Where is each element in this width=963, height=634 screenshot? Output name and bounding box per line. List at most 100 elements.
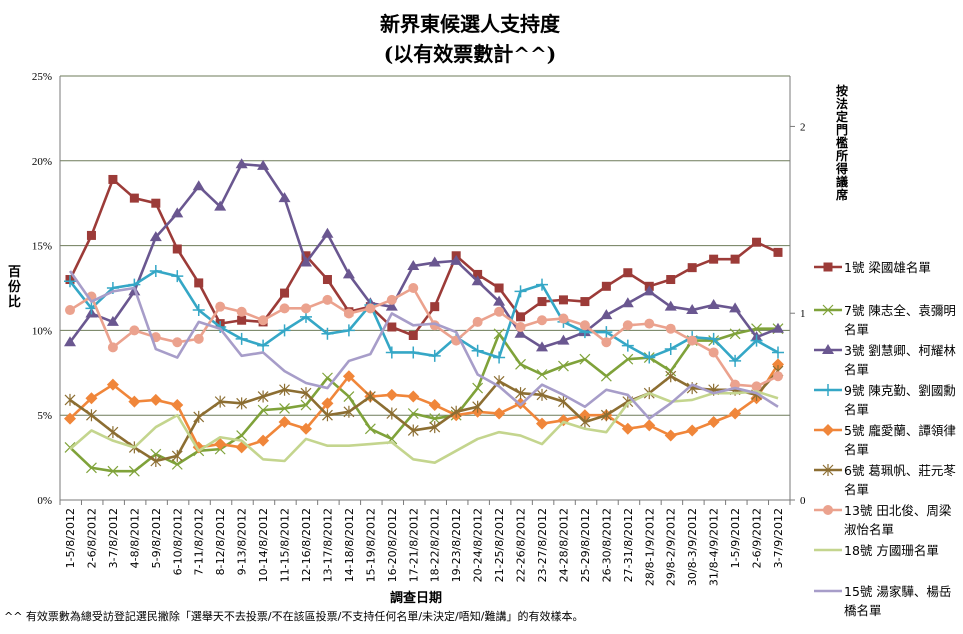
marker-star bbox=[600, 409, 612, 422]
legend-swatch bbox=[814, 505, 842, 515]
marker-x bbox=[600, 370, 612, 382]
marker-star bbox=[279, 383, 290, 396]
marker-triangle bbox=[772, 322, 784, 333]
x-tick-label: 10-14/8/2012 bbox=[257, 508, 270, 582]
legend-item: 13號 田北俊、周梁淑怡名單 bbox=[812, 501, 962, 539]
marker-x bbox=[515, 358, 526, 370]
marker-star bbox=[257, 390, 269, 403]
marker-square bbox=[129, 193, 139, 203]
marker-circle bbox=[172, 337, 183, 348]
series-line bbox=[68, 162, 779, 349]
legend-label: 3號 劉慧卿、柯耀林名單 bbox=[844, 343, 956, 377]
marker-square bbox=[301, 251, 311, 261]
legend-swatch bbox=[814, 548, 842, 552]
marker-star bbox=[322, 409, 333, 422]
marker-triangle bbox=[192, 180, 205, 191]
marker-star bbox=[364, 390, 376, 403]
marker-triangle bbox=[106, 315, 119, 326]
marker-diamond bbox=[643, 419, 656, 432]
marker-circle bbox=[730, 379, 741, 390]
legend-item: 1號 梁國雄名單 bbox=[812, 258, 962, 277]
series-8 bbox=[69, 390, 779, 464]
marker-plus bbox=[192, 304, 205, 317]
x-tick-label: 6-10/8/2012 bbox=[171, 508, 184, 575]
series-1 bbox=[65, 174, 783, 340]
marker-diamond bbox=[149, 393, 162, 406]
marker-triangle bbox=[664, 300, 677, 311]
chart-title: 新界東候選人支持度 bbox=[380, 12, 560, 36]
marker-star bbox=[665, 370, 677, 383]
marker-circle bbox=[601, 337, 612, 348]
marker-plus bbox=[171, 270, 184, 283]
marker-triangle bbox=[822, 344, 834, 354]
marker-square bbox=[151, 198, 161, 208]
series-5 bbox=[64, 358, 784, 454]
marker-square bbox=[730, 254, 740, 264]
marker-plus bbox=[321, 327, 334, 340]
marker-diamond bbox=[686, 424, 699, 437]
marker-square bbox=[601, 281, 611, 291]
legend-label: 13號 田北俊、周梁淑怡名單 bbox=[844, 503, 952, 537]
marker-triangle bbox=[300, 256, 312, 267]
x-tick-label: 7-11/8/2012 bbox=[193, 508, 206, 575]
marker-x bbox=[472, 382, 484, 394]
legend-item: 18號 方國珊名單 bbox=[812, 541, 962, 560]
marker-plus bbox=[707, 332, 720, 345]
marker-x bbox=[579, 353, 591, 365]
legend-swatch bbox=[814, 344, 842, 354]
marker-circle bbox=[322, 294, 333, 305]
marker-square bbox=[86, 230, 96, 240]
marker-square bbox=[237, 315, 247, 325]
legend-swatch bbox=[814, 384, 842, 396]
marker-square bbox=[387, 322, 397, 332]
marker-plus bbox=[342, 324, 355, 337]
marker-circle bbox=[215, 301, 226, 312]
y2-tick-label: 0 bbox=[800, 495, 806, 507]
marker-circle bbox=[644, 318, 655, 329]
legend-label: 9號 陳克勤、劉國勳名單 bbox=[844, 383, 956, 417]
marker-x bbox=[493, 328, 505, 340]
marker-star bbox=[171, 449, 183, 462]
marker-x bbox=[279, 402, 290, 414]
x-tick-label: 8-12/8/2012 bbox=[214, 508, 227, 575]
legend-label: 6號 葛珮帆、莊元苳名單 bbox=[844, 463, 956, 497]
marker-x bbox=[407, 408, 419, 419]
marker-triangle bbox=[729, 302, 742, 313]
marker-diamond bbox=[536, 417, 548, 430]
marker-x bbox=[86, 462, 97, 474]
marker-plus bbox=[257, 339, 270, 352]
marker-diamond bbox=[342, 370, 355, 383]
marker-triangle bbox=[471, 275, 484, 286]
x-tick-label: 21-25/8/2012 bbox=[493, 508, 506, 582]
series-line bbox=[69, 363, 780, 449]
marker-plus bbox=[407, 346, 420, 359]
series-line bbox=[69, 370, 779, 463]
marker-star bbox=[150, 454, 162, 467]
x-tick-label: 15-19/8/2012 bbox=[364, 508, 377, 582]
y2-axis-label: 按法定門檻所得議席 bbox=[836, 84, 849, 202]
marker-x bbox=[107, 465, 119, 477]
x-tick-label: 1-5/9/2012 bbox=[729, 508, 742, 568]
series-9 bbox=[68, 270, 779, 420]
marker-circle bbox=[129, 325, 140, 336]
marker-square bbox=[623, 268, 633, 278]
marker-star bbox=[429, 421, 441, 434]
marker-x bbox=[536, 369, 548, 380]
legend-item: 15號 湯家驊、楊岳橋名單 bbox=[812, 582, 962, 620]
y-axis-label: 百份比 bbox=[8, 265, 22, 310]
legend-label: 7號 陳志全、袁彌明名單 bbox=[844, 303, 956, 337]
marker-square bbox=[172, 244, 182, 254]
marker-plus bbox=[493, 351, 506, 364]
marker-plus bbox=[536, 278, 548, 291]
marker-circle bbox=[107, 342, 118, 353]
marker-triangle bbox=[64, 336, 76, 347]
marker-diamond bbox=[171, 399, 184, 412]
marker-diamond bbox=[664, 429, 677, 442]
marker-triangle bbox=[643, 285, 656, 296]
marker-star bbox=[343, 405, 355, 418]
x-tick-label: 9-13/8/2012 bbox=[236, 508, 249, 575]
legend-swatch bbox=[814, 589, 842, 593]
marker-star bbox=[236, 397, 248, 410]
y-tick-label: 15% bbox=[32, 241, 52, 253]
marker-star bbox=[450, 405, 462, 418]
